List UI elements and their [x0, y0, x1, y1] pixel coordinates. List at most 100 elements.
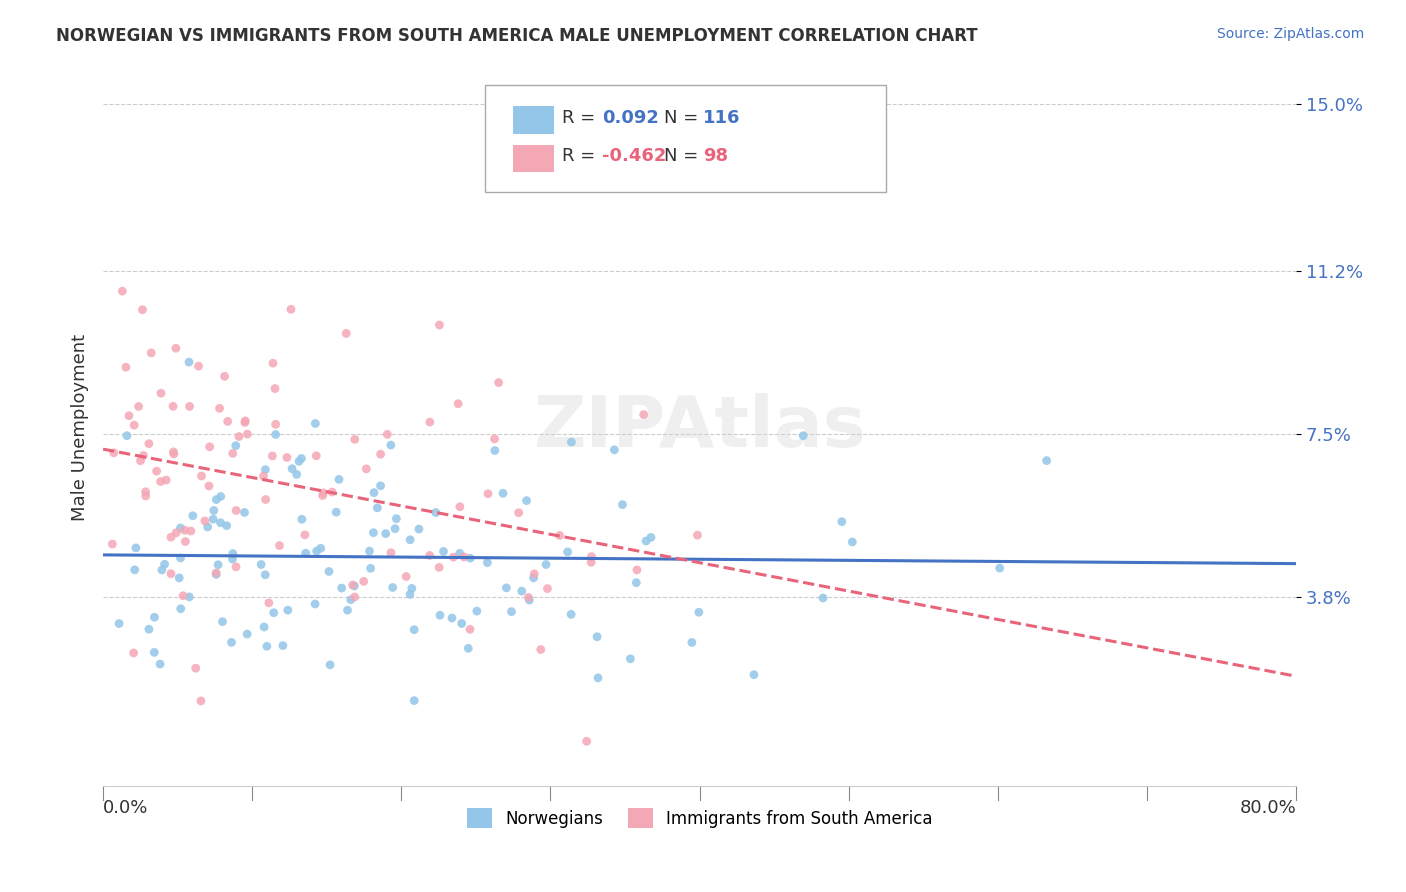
Point — [174, 534, 197, 549]
Point — [619, 652, 641, 666]
Point — [205, 492, 228, 507]
Point — [640, 531, 662, 545]
Point — [262, 449, 284, 463]
Point — [381, 581, 404, 595]
Point — [510, 584, 533, 599]
Point — [375, 427, 398, 442]
Point — [194, 514, 217, 528]
Point — [380, 546, 402, 560]
Point — [160, 530, 183, 544]
Point — [530, 642, 553, 657]
Point — [321, 485, 343, 500]
Point — [250, 558, 273, 572]
Point — [225, 439, 247, 453]
Point — [560, 607, 582, 622]
Point — [291, 512, 314, 526]
Point — [170, 601, 193, 615]
Text: R =: R = — [562, 147, 602, 165]
Point — [124, 563, 146, 577]
Point — [108, 616, 131, 631]
Point — [253, 620, 276, 634]
Point — [384, 522, 406, 536]
Point — [202, 512, 225, 526]
Point — [523, 566, 546, 581]
Point — [221, 552, 243, 566]
Text: 116: 116 — [703, 109, 741, 127]
Point — [236, 427, 259, 442]
Point — [612, 498, 634, 512]
Point — [399, 533, 422, 547]
Point — [360, 561, 382, 575]
Point — [395, 569, 418, 583]
Point — [441, 550, 464, 565]
Point — [304, 417, 326, 431]
Point — [328, 472, 350, 486]
Point — [517, 593, 540, 607]
Point — [271, 639, 294, 653]
Text: N =: N = — [664, 147, 703, 165]
Point — [197, 520, 219, 534]
Text: N =: N = — [664, 109, 703, 127]
Text: Source: ZipAtlas.com: Source: ZipAtlas.com — [1216, 27, 1364, 41]
Point — [269, 539, 291, 553]
Point — [742, 667, 765, 681]
Text: 80.0%: 80.0% — [1239, 798, 1296, 817]
Point — [209, 516, 232, 530]
Point — [536, 582, 558, 596]
Point — [150, 563, 173, 577]
Point — [111, 284, 134, 298]
Text: ZIPAtlas: ZIPAtlas — [533, 392, 866, 462]
Legend: Norwegians, Immigrants from South America: Norwegians, Immigrants from South Americ… — [460, 801, 939, 835]
Point — [262, 356, 284, 370]
Point — [172, 589, 194, 603]
Point — [190, 694, 212, 708]
Point — [516, 493, 538, 508]
Point — [228, 429, 250, 443]
Point — [548, 528, 571, 542]
Point — [252, 469, 274, 483]
Point — [419, 415, 441, 429]
Point — [427, 560, 450, 574]
Point — [380, 438, 402, 452]
Point — [633, 408, 655, 422]
Point — [318, 565, 340, 579]
Point — [366, 500, 388, 515]
Point — [449, 500, 471, 514]
Point — [374, 526, 396, 541]
Point — [477, 556, 499, 570]
Point — [449, 546, 471, 560]
Point — [305, 544, 328, 558]
Point — [370, 479, 392, 493]
Point — [626, 563, 648, 577]
Point — [217, 414, 239, 428]
Point — [586, 630, 609, 644]
Point — [311, 488, 333, 502]
Point — [340, 592, 363, 607]
Point — [211, 615, 233, 629]
Y-axis label: Male Unemployment: Male Unemployment — [72, 334, 89, 521]
Point — [276, 450, 298, 465]
Point — [222, 547, 245, 561]
Point — [575, 734, 598, 748]
Point — [277, 603, 299, 617]
Point — [353, 574, 375, 589]
Point — [492, 486, 515, 500]
Point — [135, 484, 157, 499]
Point — [225, 559, 247, 574]
Point — [190, 469, 212, 483]
Point — [138, 622, 160, 636]
Point — [495, 581, 517, 595]
Point — [408, 522, 430, 536]
Text: R =: R = — [562, 109, 602, 127]
Point — [458, 551, 481, 566]
Point — [207, 558, 229, 572]
Point — [419, 549, 441, 563]
Point — [131, 302, 153, 317]
Point — [165, 341, 187, 355]
Point — [336, 603, 359, 617]
Point — [187, 359, 209, 373]
Point — [135, 489, 157, 503]
Point — [429, 608, 451, 623]
Point — [363, 525, 385, 540]
Point — [128, 400, 150, 414]
